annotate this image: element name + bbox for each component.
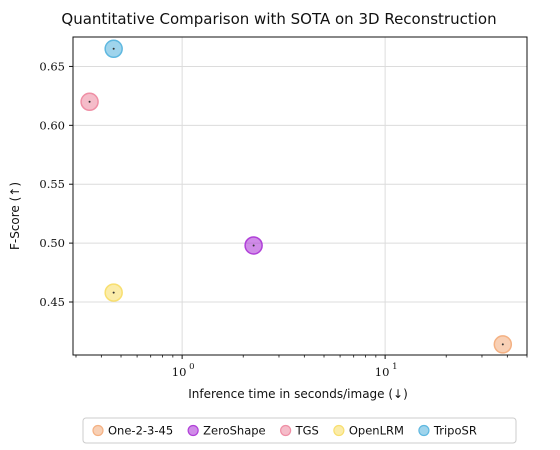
plot-area — [72, 36, 528, 356]
legend-label: TripoSR — [433, 424, 477, 438]
y-tick-label: 0.50 — [39, 236, 65, 250]
legend-marker — [187, 424, 199, 437]
legend-label: OpenLRM — [349, 424, 404, 438]
y-tick-label: 0.65 — [39, 59, 65, 73]
y-tick-label: 0.60 — [39, 118, 65, 132]
legend-box — [82, 417, 517, 444]
x-tick-exponent: 0 — [189, 362, 194, 372]
x-tick-exponent: 1 — [392, 362, 397, 372]
data-point-center — [252, 244, 255, 247]
x-tick-label: 10 — [172, 365, 187, 379]
legend: One-2-3-45 ZeroShape TGS OpenLRM TripoSR — [82, 417, 517, 444]
y-axis-label: F-Score (↑) — [8, 182, 22, 250]
data-point-center — [112, 291, 115, 294]
grid-lines — [73, 37, 527, 355]
legend-label: ZeroShape — [203, 424, 265, 438]
legend-label: TGS — [295, 424, 319, 438]
data-point-center — [501, 343, 504, 346]
chart-title: Quantitative Comparison with SOTA on 3D … — [61, 10, 496, 28]
data-points — [80, 39, 513, 354]
data-point-center — [112, 47, 115, 50]
legend-marker — [280, 424, 292, 437]
y-tick-label: 0.45 — [39, 295, 65, 309]
legend-marker — [333, 424, 345, 437]
x-axis-label: Inference time in seconds/image (↓) — [188, 387, 408, 401]
legend-marker — [92, 424, 104, 437]
y-tick-label: 0.55 — [39, 177, 65, 191]
legend-marker — [418, 424, 430, 437]
data-point-center — [88, 100, 91, 103]
legend-label: One-2-3-45 — [108, 424, 173, 438]
x-tick-label: 10 — [375, 365, 390, 379]
